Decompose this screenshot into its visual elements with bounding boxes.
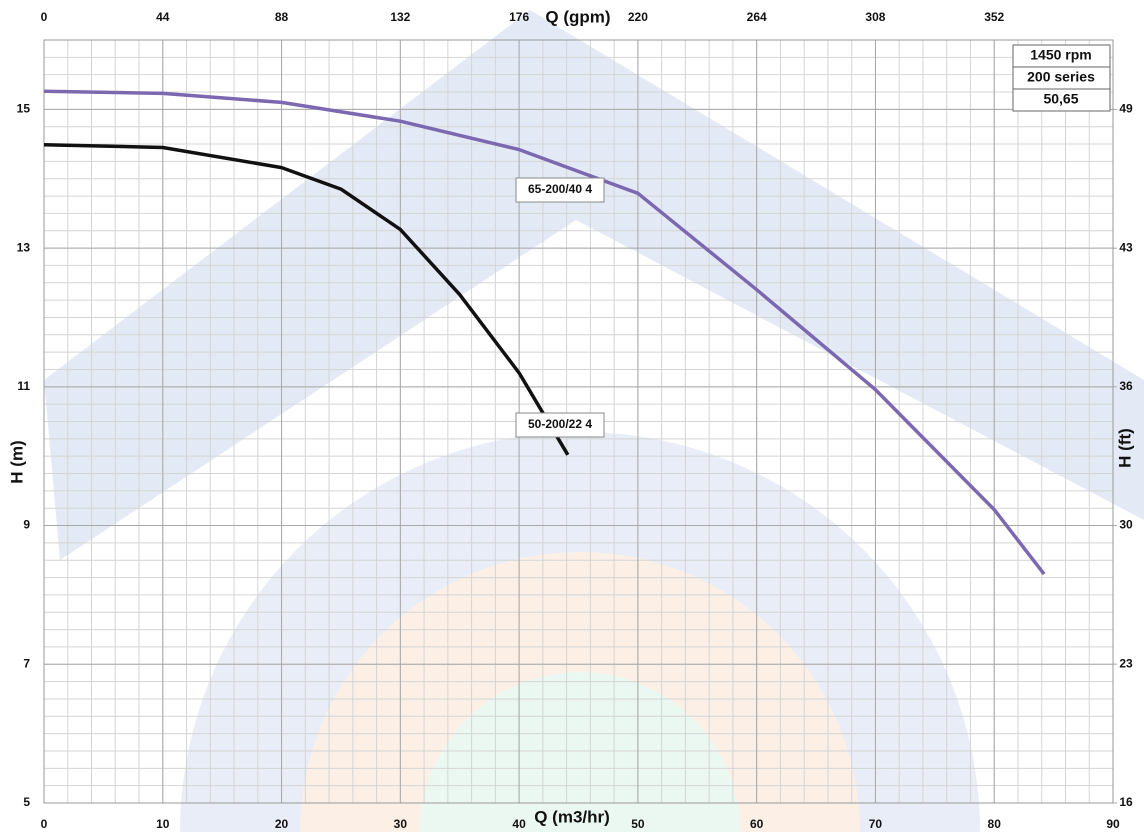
y2-tick-label: 16 (1119, 795, 1133, 809)
x-tick-label: 10 (156, 817, 170, 831)
y2-tick-label: 30 (1119, 518, 1133, 532)
x2-axis-title: Q (gpm) (545, 7, 610, 26)
curve (43, 89, 1046, 576)
curve-label-box (515, 177, 605, 203)
x-axis-title: Q (m3/hr) (534, 807, 610, 826)
x-tick-label: 40 (512, 817, 526, 831)
x2-tick-label: 352 (984, 10, 1004, 24)
x2-tick-label: 0 (41, 10, 48, 24)
x-tick-label: 20 (275, 817, 289, 831)
x-tick-label: 30 (394, 817, 408, 831)
y-tick-label: 5 (23, 795, 30, 809)
x2-tick-label: 220 (628, 10, 648, 24)
x-tick-label: 50 (631, 817, 645, 831)
y-axis-title: H (m) (7, 440, 26, 483)
x2-tick-label: 264 (747, 10, 767, 24)
curve (43, 142, 570, 456)
x-tick-label: 70 (869, 817, 883, 831)
plot-frame (43, 39, 1114, 804)
x2-tick-label: 88 (275, 10, 289, 24)
info-box (1012, 88, 1111, 112)
info-text: 200 series (1027, 69, 1095, 85)
curve-label-box (515, 412, 605, 438)
y2-tick-label: 43 (1119, 240, 1133, 254)
y2-axis-title: H (ft) (1115, 428, 1134, 468)
curve-label: 65-200/40 4 (528, 182, 592, 196)
x2-tick-label: 176 (509, 10, 529, 24)
x-tick-label: 90 (1106, 817, 1120, 831)
info-text: 1450 rpm (1030, 47, 1091, 63)
x2-tick-label: 308 (865, 10, 885, 24)
x2-tick-label: 44 (156, 10, 170, 24)
info-text: 50,65 (1043, 91, 1078, 107)
x-tick-label: 80 (988, 817, 1002, 831)
y-tick-label: 11 (17, 379, 30, 393)
x2-tick-label: 132 (390, 10, 410, 24)
curve-label: 50-200/22 4 (528, 417, 592, 431)
y-tick-label: 15 (17, 102, 31, 116)
y-tick-label: 13 (17, 240, 31, 254)
y-tick-label: 7 (23, 656, 30, 670)
y-tick-label: 9 (23, 518, 30, 532)
y2-tick-label: 36 (1119, 379, 1133, 393)
x-tick-label: 60 (750, 817, 764, 831)
y2-tick-label: 49 (1119, 102, 1133, 116)
y2-tick-label: 23 (1119, 656, 1133, 670)
x-tick-label: 0 (41, 817, 48, 831)
